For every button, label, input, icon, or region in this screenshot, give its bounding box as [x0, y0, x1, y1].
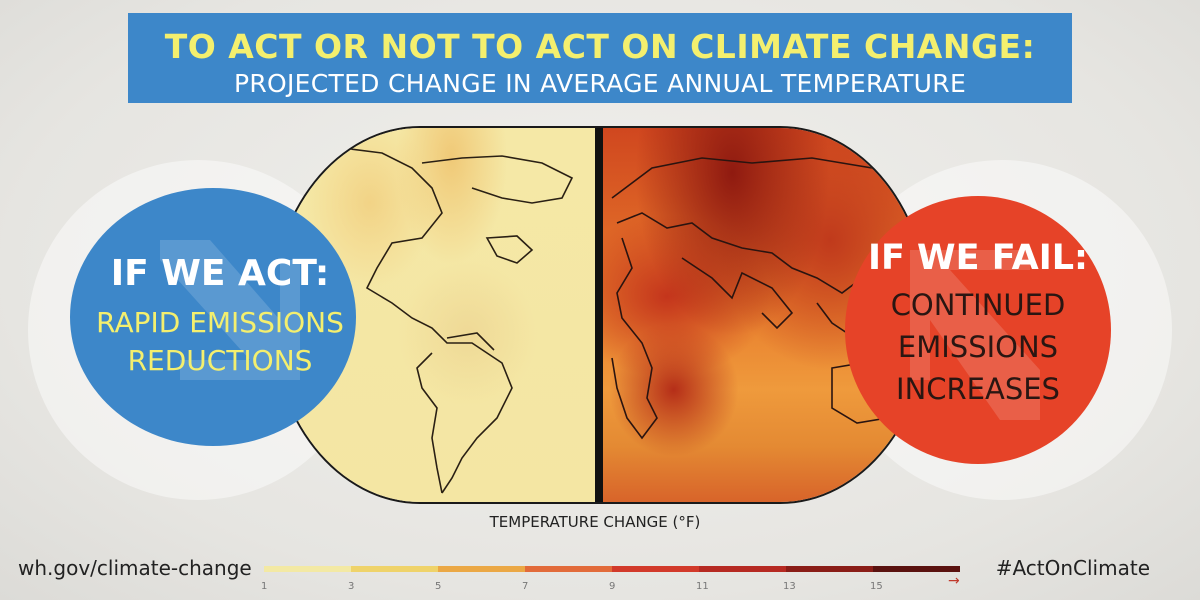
scale-tick-label: 7 — [522, 581, 529, 592]
page-subtitle: PROJECTED CHANGE IN AVERAGE ANNUAL TEMPE… — [233, 69, 967, 98]
scale-tick-label: 1 — [261, 581, 268, 592]
act-heading: IF WE ACT: — [110, 253, 330, 294]
fail-heading: IF WE FAIL: — [867, 238, 1089, 278]
map-divider — [595, 128, 603, 502]
title-banner: TO ACT OR NOT TO ACT ON CLIMATE CHANGE: … — [128, 13, 1072, 103]
scale-segment — [525, 566, 612, 572]
footer-url: wh.gov/climate-change — [18, 556, 252, 580]
scale-tick-label: 15 — [870, 581, 883, 592]
scale-segment — [873, 566, 960, 572]
right-arrow-icon: → — [948, 573, 960, 589]
fail-line-3: INCREASES — [896, 372, 1060, 406]
scale-tick-label: 9 — [609, 581, 616, 592]
scale-tick-label: 3 — [348, 581, 355, 592]
scale-tick-label: 5 — [435, 581, 442, 592]
act-line-1: RAPID EMISSIONS — [96, 306, 344, 339]
act-circle — [70, 188, 356, 446]
scale-tick-label: 11 — [696, 581, 709, 592]
temperature-color-scale — [264, 566, 960, 572]
scale-segment — [699, 566, 786, 572]
up-left-arrow-icon — [910, 250, 1040, 420]
fail-circle — [845, 196, 1111, 464]
down-right-arrow-icon — [160, 240, 300, 380]
world-temperature-map — [270, 126, 930, 504]
scale-segment — [264, 566, 351, 572]
scale-segment — [438, 566, 525, 572]
footer-hashtag: #ActOnClimate — [995, 556, 1150, 580]
scale-segment — [786, 566, 873, 572]
scale-segment — [351, 566, 438, 572]
fail-line-2: EMISSIONS — [897, 330, 1059, 364]
scale-segment — [612, 566, 699, 572]
scale-tick-label: 13 — [783, 581, 796, 592]
fail-line-1: CONTINUED — [890, 288, 1066, 322]
legend-title: TEMPERATURE CHANGE (°F) — [489, 513, 701, 531]
page-title: TO ACT OR NOT TO ACT ON CLIMATE CHANGE: — [164, 27, 1036, 66]
act-line-2: REDUCTIONS — [127, 344, 313, 377]
